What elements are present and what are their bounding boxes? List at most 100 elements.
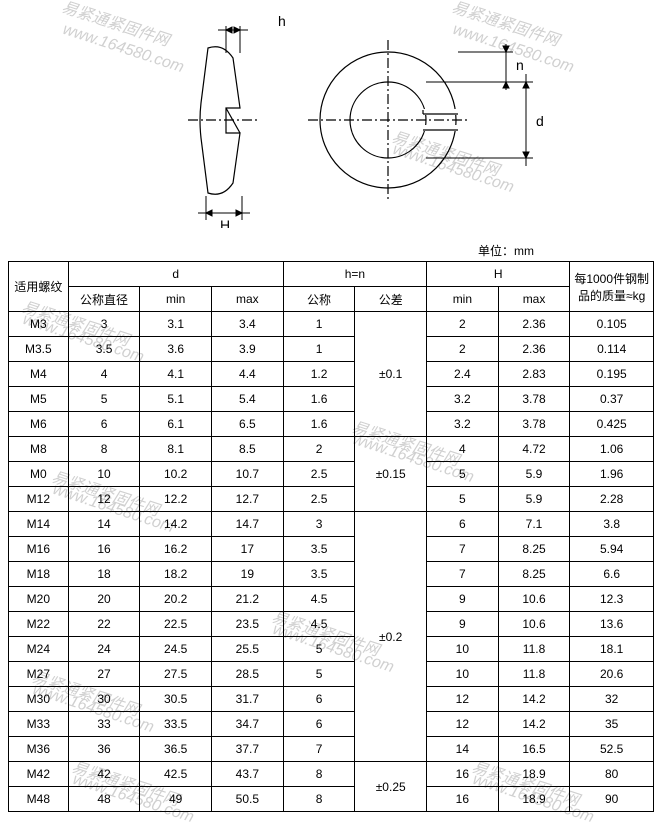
cell-nom: 4	[68, 362, 140, 387]
cell-hnom: 1	[283, 337, 355, 362]
cell-nom: 27	[68, 662, 140, 687]
cell-dmin: 24.5	[140, 637, 212, 662]
cell-thread: M0	[9, 462, 69, 487]
cell-dmax: 19	[212, 562, 284, 587]
cell-Hmin: 12	[427, 712, 499, 737]
header-d-nom: 公称直径	[68, 287, 140, 312]
cell-thread: M6	[9, 412, 69, 437]
cell-hnom: 6	[283, 712, 355, 737]
cell-dmin: 3.1	[140, 312, 212, 337]
table-row: M303030.531.761214.232	[9, 687, 654, 712]
cell-hnom: 1.6	[283, 412, 355, 437]
cell-Hmin: 12	[427, 687, 499, 712]
cell-dmax: 3.9	[212, 337, 284, 362]
table-row: M333333.534.761214.235	[9, 712, 654, 737]
cell-nom: 36	[68, 737, 140, 762]
table-row: M272727.528.551011.820.6	[9, 662, 654, 687]
unit-label: 单位：mm	[8, 242, 654, 259]
header-H-min: min	[427, 287, 499, 312]
cell-Hmax: 4.72	[498, 437, 570, 462]
cell-mass: 1.96	[570, 462, 654, 487]
header-H: H	[427, 262, 570, 287]
cell-dmax: 31.7	[212, 687, 284, 712]
cell-nom: 30	[68, 687, 140, 712]
table-row: M3.53.53.63.9122.360.114	[9, 337, 654, 362]
cell-hnom: 2.5	[283, 462, 355, 487]
cell-Hmax: 14.2	[498, 687, 570, 712]
cell-hnom: 6	[283, 687, 355, 712]
cell-hnom: 5	[283, 662, 355, 687]
cell-dmax: 3.4	[212, 312, 284, 337]
cell-dmin: 36.5	[140, 737, 212, 762]
cell-mass: 0.114	[570, 337, 654, 362]
cell-thread: M12	[9, 487, 69, 512]
cell-thread: M16	[9, 537, 69, 562]
cell-Hmax: 18.9	[498, 762, 570, 787]
table-row: M333.13.41±0.122.360.105	[9, 312, 654, 337]
cell-Hmax: 10.6	[498, 587, 570, 612]
cell-mass: 18.1	[570, 637, 654, 662]
cell-dmin: 30.5	[140, 687, 212, 712]
cell-Hmax: 10.6	[498, 612, 570, 637]
cell-mass: 3.8	[570, 512, 654, 537]
table-row: M444.14.41.22.42.830.195	[9, 362, 654, 387]
cell-dmin: 18.2	[140, 562, 212, 587]
cell-Hmin: 7	[427, 562, 499, 587]
label-h: h	[278, 13, 286, 29]
cell-Hmax: 3.78	[498, 412, 570, 437]
cell-mass: 0.425	[570, 412, 654, 437]
cell-dmin: 22.5	[140, 612, 212, 637]
cell-dmax: 17	[212, 537, 284, 562]
table-row: M01010.210.72.555.91.96	[9, 462, 654, 487]
header-d-max: max	[212, 287, 284, 312]
header-hn-tol: 公差	[355, 287, 427, 312]
cell-thread: M36	[9, 737, 69, 762]
cell-dmax: 14.7	[212, 512, 284, 537]
cell-dmin: 42.5	[140, 762, 212, 787]
table-row: M222222.523.54.5 910.613.6	[9, 612, 654, 637]
cell-tolerance: ±0.1	[355, 312, 427, 437]
cell-thread: M8	[9, 437, 69, 462]
cell-tolerance: ±0.15	[355, 437, 427, 512]
cell-Hmin: 5	[427, 487, 499, 512]
cell-nom: 8	[68, 437, 140, 462]
cell-mass: 0.37	[570, 387, 654, 412]
cell-mass: 1.06	[570, 437, 654, 462]
cell-Hmin: 9	[427, 612, 499, 637]
cell-dmax: 37.7	[212, 737, 284, 762]
label-d: d	[536, 113, 544, 129]
cell-dmax: 23.5	[212, 612, 284, 637]
cell-Hmin: 3.2	[427, 412, 499, 437]
cell-Hmin: 10	[427, 662, 499, 687]
cell-Hmax: 2.36	[498, 337, 570, 362]
table-row: M181818.2193.578.256.6	[9, 562, 654, 587]
cell-dmin: 10.2	[140, 462, 212, 487]
cell-Hmin: 2	[427, 337, 499, 362]
cell-tolerance: ±0.25	[355, 762, 427, 812]
cell-thread: M5	[9, 387, 69, 412]
cell-Hmin: 4	[427, 437, 499, 462]
cell-nom: 24	[68, 637, 140, 662]
cell-nom: 6	[68, 412, 140, 437]
cell-mass: 35	[570, 712, 654, 737]
cell-thread: M4	[9, 362, 69, 387]
table-row: M161616.2173.578.255.94	[9, 537, 654, 562]
cell-dmin: 8.1	[140, 437, 212, 462]
cell-nom: 5	[68, 387, 140, 412]
cell-thread: M22	[9, 612, 69, 637]
cell-hnom: 4.5	[283, 612, 355, 637]
cell-Hmax: 16.5	[498, 737, 570, 762]
cell-dmin: 20.2	[140, 587, 212, 612]
cell-Hmin: 5	[427, 462, 499, 487]
cell-dmax: 28.5	[212, 662, 284, 687]
cell-mass: 20.6	[570, 662, 654, 687]
cell-hnom: 1.2	[283, 362, 355, 387]
cell-hnom: 7	[283, 737, 355, 762]
cell-dmax: 43.7	[212, 762, 284, 787]
cell-dmax: 12.7	[212, 487, 284, 512]
cell-hnom: 8	[283, 787, 355, 812]
header-thread: 适用螺纹	[9, 262, 69, 312]
cell-nom: 22	[68, 612, 140, 637]
cell-mass: 12.3	[570, 587, 654, 612]
cell-mass: 13.6	[570, 612, 654, 637]
